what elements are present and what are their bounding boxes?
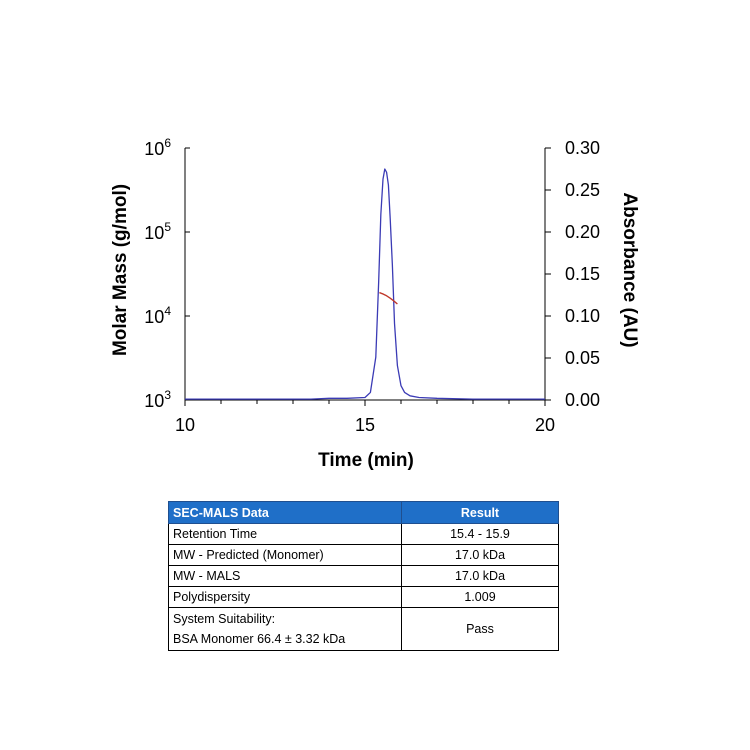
- y-right-tick-label: 0.25: [565, 180, 600, 200]
- bsa-monomer-label: BSA Monomer 66.4 ± 3.32 kDa: [173, 632, 346, 646]
- y-right-tick-label: 0.05: [565, 348, 600, 368]
- absorbance-series-line: [185, 168, 545, 400]
- table-cell-label: Polydispersity: [168, 586, 402, 608]
- y-left-axis-title: Molar Mass (g/mol): [110, 184, 131, 356]
- y-left-tick-label: 106: [144, 136, 171, 159]
- x-tick-label: 10: [175, 415, 195, 435]
- table-cell-value: 17.0 kDa: [401, 544, 559, 566]
- table-cell-label: System Suitability: BSA Monomer 66.4 ± 3.…: [168, 607, 402, 651]
- x-axis-title: Time (min): [318, 450, 414, 471]
- table-row: MW - MALS 17.0 kDa: [168, 565, 559, 587]
- table-header-result: Result: [401, 501, 559, 524]
- y-left-tick-label: 103: [144, 388, 171, 411]
- sec-mals-results-table: SEC-MALS Data Result Retention Time 15.4 …: [168, 501, 559, 651]
- molar-mass-series-line: [379, 291, 398, 305]
- y-right-tick-label: 0.10: [565, 306, 600, 326]
- table-header-data: SEC-MALS Data: [168, 501, 402, 524]
- table-row: MW - Predicted (Monomer) 17.0 kDa: [168, 544, 559, 566]
- table-cell-value: Pass: [401, 607, 559, 651]
- table-cell-value: 15.4 - 15.9: [401, 523, 559, 545]
- chart-ticks: 10 15 20 103 104 105 106 0.00 0.05 0.10 0.15 0.20 0.…: [144, 136, 600, 435]
- chart-series: [185, 168, 545, 400]
- y-right-tick-label: 0.20: [565, 222, 600, 242]
- x-tick-label: 20: [535, 415, 555, 435]
- table-row: Retention Time 15.4 - 15.9: [168, 523, 559, 545]
- table-cell-label: Retention Time: [168, 523, 402, 545]
- y-right-tick-label: 0.15: [565, 264, 600, 284]
- sec-mals-chart: 10 15 20 103 104 105 106 0.00 0.05 0.10 0.15 0.20 0.…: [110, 136, 640, 471]
- table-cell-value: 17.0 kDa: [401, 565, 559, 587]
- y-left-tick-label: 105: [144, 220, 171, 243]
- chart-axes: [184, 148, 546, 401]
- table-cell-label: MW - Predicted (Monomer): [168, 544, 402, 566]
- table-cell-value: 1.009: [401, 586, 559, 608]
- table-cell-label: MW - MALS: [168, 565, 402, 587]
- table-body: Retention Time 15.4 - 15.9 MW - Predicted …: [168, 523, 559, 651]
- y-right-axis-title: Absorbance (AU): [619, 192, 640, 347]
- y-right-tick-label: 0.30: [565, 138, 600, 158]
- system-suitability-label: System Suitability:: [173, 612, 276, 626]
- y-right-tick-label: 0.00: [565, 390, 600, 410]
- table-row-system-suitability: System Suitability: BSA Monomer 66.4 ± 3.…: [168, 607, 559, 651]
- table-header-row: SEC-MALS Data Result: [168, 501, 559, 524]
- table-row: Polydispersity 1.009: [168, 586, 559, 608]
- y-left-tick-label: 104: [144, 304, 171, 327]
- x-tick-label: 15: [355, 415, 375, 435]
